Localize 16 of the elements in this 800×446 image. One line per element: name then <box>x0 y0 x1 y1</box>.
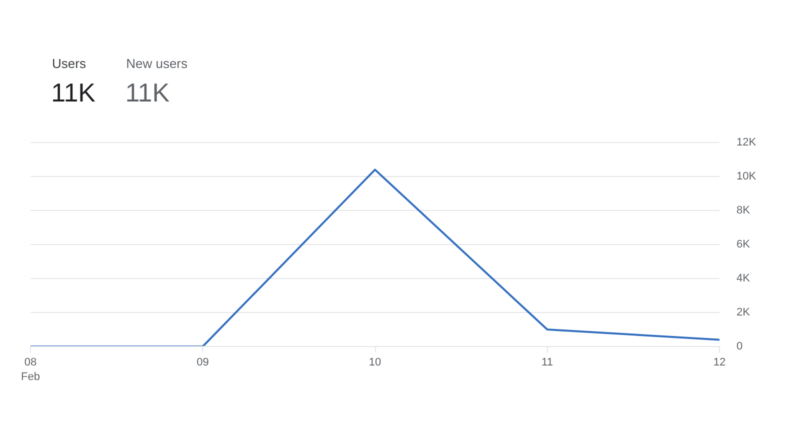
text: 11K <box>125 78 170 108</box>
x-tick-label: 08 Feb <box>21 356 40 383</box>
text: 11K <box>51 78 96 108</box>
text: Users <box>52 56 86 71</box>
x-tick-label: 11 <box>542 356 553 368</box>
x-tick-label: 10 <box>368 356 382 368</box>
y-tick-label: 2K <box>736 306 751 318</box>
y-tick-label: 12K <box>736 136 757 148</box>
x-tick-label: 09 <box>196 356 209 368</box>
y-tick-label: 6K <box>736 238 751 250</box>
y-tick-label: 10K <box>736 170 757 182</box>
x-tick-label: 12 <box>713 356 726 368</box>
text: New users <box>126 56 188 71</box>
y-tick-label: 4K <box>736 272 751 284</box>
y-tick-label: 8K <box>736 204 751 216</box>
y-tick-label: 0 <box>736 340 743 352</box>
